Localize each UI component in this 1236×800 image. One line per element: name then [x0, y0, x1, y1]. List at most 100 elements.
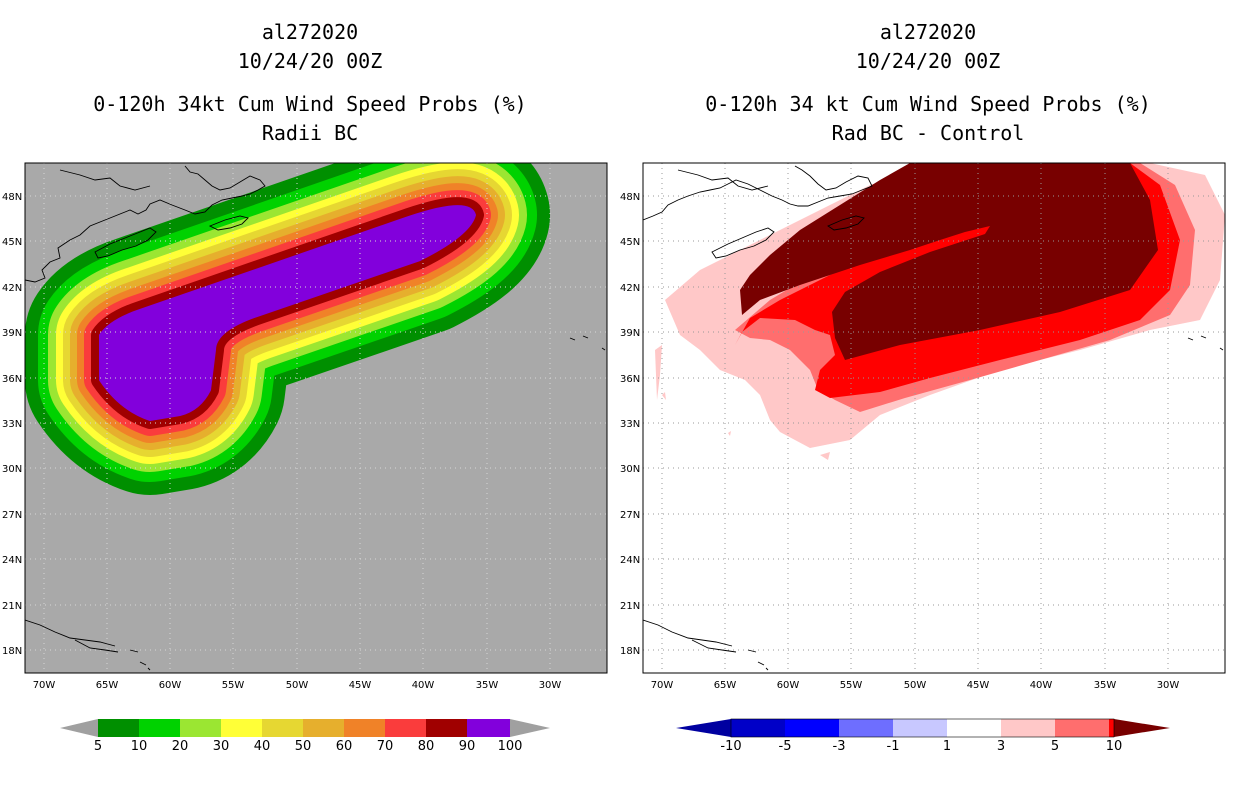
right-colorbar-label: 3 [997, 739, 1005, 754]
left-colorbar-swatch [344, 719, 386, 737]
lon-label: 55W [222, 680, 245, 691]
left-colorbar-label: 30 [213, 739, 230, 754]
lon-label: 35W [476, 680, 499, 691]
left-lat-labels: 48N 45N 42N 39N 36N 33N 30N 27N 24N 21N … [2, 192, 22, 657]
lon-label: 50W [904, 680, 927, 691]
diff-fill-above-10 [740, 163, 1158, 360]
left-lon-labels: 70W 65W 60W 55W 50W 45W 40W 35W 30W [33, 680, 562, 691]
left-colorbar-swatch [262, 719, 304, 737]
left-colorbar-label: 60 [336, 739, 353, 754]
lat-label: 36N [2, 374, 22, 385]
left-gridlines [25, 163, 607, 673]
left-coastlines [25, 165, 606, 671]
left-colorbar-swatch [467, 719, 510, 737]
right-lon-labels: 70W 65W 60W 55W 50W 45W 40W 35W 30W [651, 680, 1180, 691]
left-storm-id: al272020 [261, 20, 359, 44]
left-colorbar-swatch [385, 719, 427, 737]
lat-label: 33N [620, 419, 640, 430]
lat-label: 45N [620, 237, 640, 248]
lon-label: 45W [349, 680, 372, 691]
lat-label: 27N [2, 510, 22, 521]
left-colorbar-high-arrow [510, 719, 550, 737]
left-colorbar-swatch [139, 719, 181, 737]
lon-label: 65W [96, 680, 119, 691]
left-colorbar: 5 10 20 30 40 50 60 70 80 90 100 [60, 719, 550, 754]
lat-label: 18N [620, 646, 640, 657]
lat-label: 42N [620, 283, 640, 294]
right-colorbar-high-arrow [1114, 719, 1170, 737]
right-product-name: 0-120h 34 kt Cum Wind Speed Probs (%) [705, 92, 1151, 116]
right-colorbar-label: -3 [833, 739, 846, 754]
lat-label: 24N [620, 555, 640, 566]
right-map [642, 162, 1226, 674]
right-panel-title: al272020 10/24/20 00Z 0-120h 34 kt Cum W… [648, 18, 1208, 148]
right-colorbar-label: -10 [720, 739, 741, 754]
left-colorbar-swatch [303, 719, 345, 737]
right-colorbar-label: 5 [1051, 739, 1059, 754]
lon-label: 65W [714, 680, 737, 691]
left-colorbar-swatch [98, 719, 140, 737]
right-map-frame [642, 162, 1226, 674]
right-colorbar-label: 10 [1106, 739, 1123, 754]
left-map-frame [24, 162, 608, 674]
lat-label: 48N [620, 192, 640, 203]
lon-label: 70W [651, 680, 674, 691]
left-colorbar-swatch [221, 719, 263, 737]
right-colorbar-swatch [1001, 719, 1056, 737]
left-colorbar-swatch [426, 719, 468, 737]
left-colorbar-label: 50 [295, 739, 312, 754]
right-colorbar-swatch [947, 719, 1002, 737]
lon-label: 60W [777, 680, 800, 691]
right-colorbar-swatch [785, 719, 840, 737]
lat-label: 39N [620, 328, 640, 339]
lat-label: 36N [620, 374, 640, 385]
lon-label: 40W [412, 680, 435, 691]
lat-label: 42N [2, 283, 22, 294]
lat-label: 39N [2, 328, 22, 339]
lon-label: 70W [33, 680, 56, 691]
right-colorbar-label: -1 [887, 739, 900, 754]
lon-label: 55W [840, 680, 863, 691]
lat-label: 21N [620, 601, 640, 612]
right-init-time: 10/24/20 00Z [855, 49, 1001, 73]
right-colorbar: -10 -5 -3 -1 1 3 5 10 [676, 718, 1170, 754]
left-colorbar-label: 20 [172, 739, 189, 754]
lon-label: 45W [967, 680, 990, 691]
left-colorbar-label: 40 [254, 739, 271, 754]
right-gridlines [643, 163, 1225, 673]
right-coastlines [643, 165, 1224, 671]
lon-label: 30W [539, 680, 562, 691]
right-colorbar-swatch [1109, 719, 1114, 737]
right-product-variant: Rad BC - Control [831, 121, 1025, 145]
lat-label: 30N [620, 464, 640, 475]
right-colorbar-swatch [893, 719, 948, 737]
left-colorbar-swatch [180, 719, 222, 737]
lat-label: 18N [2, 646, 22, 657]
left-colorbar-label: 70 [377, 739, 394, 754]
left-colorbar-label: 80 [418, 739, 435, 754]
right-colorbar-outline [730, 718, 1115, 738]
lon-label: 40W [1030, 680, 1053, 691]
lat-label: 45N [2, 237, 22, 248]
right-lat-labels: 48N 45N 42N 39N 36N 33N 30N 27N 24N 21N … [620, 192, 640, 657]
left-colorbar-label: 10 [131, 739, 148, 754]
left-product-name: 0-120h 34kt Cum Wind Speed Probs (%) [93, 92, 527, 116]
lat-label: 27N [620, 510, 640, 521]
left-probability-bands [25, 163, 550, 495]
lon-label: 35W [1094, 680, 1117, 691]
right-colorbar-label: -5 [779, 739, 792, 754]
right-colorbar-label: 1 [943, 739, 951, 754]
right-colorbar-swatch [1055, 719, 1110, 737]
lat-label: 24N [2, 555, 22, 566]
lon-label: 30W [1157, 680, 1180, 691]
left-init-time: 10/24/20 00Z [237, 49, 383, 73]
right-difference-field [655, 163, 1225, 460]
right-colorbar-swatch [731, 719, 786, 737]
left-colorbar-low-arrow [60, 719, 98, 737]
lon-label: 50W [286, 680, 309, 691]
right-storm-id: al272020 [879, 20, 977, 44]
left-colorbar-label: 5 [94, 739, 102, 754]
left-colorbar-label: 90 [459, 739, 476, 754]
lat-label: 48N [2, 192, 22, 203]
